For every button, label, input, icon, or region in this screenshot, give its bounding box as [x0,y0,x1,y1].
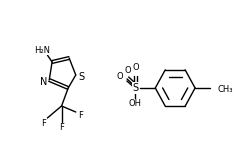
Text: F: F [59,124,64,132]
Text: S: S [132,83,139,93]
Text: O: O [116,72,123,81]
Text: O: O [132,62,139,72]
Text: O: O [124,65,131,75]
Text: F: F [78,111,83,121]
Text: CH₃: CH₃ [218,84,233,93]
Text: OH: OH [129,100,142,108]
Text: F: F [41,119,46,128]
Text: N: N [40,77,47,87]
Text: S: S [78,72,84,82]
Text: H₂N: H₂N [34,45,50,55]
